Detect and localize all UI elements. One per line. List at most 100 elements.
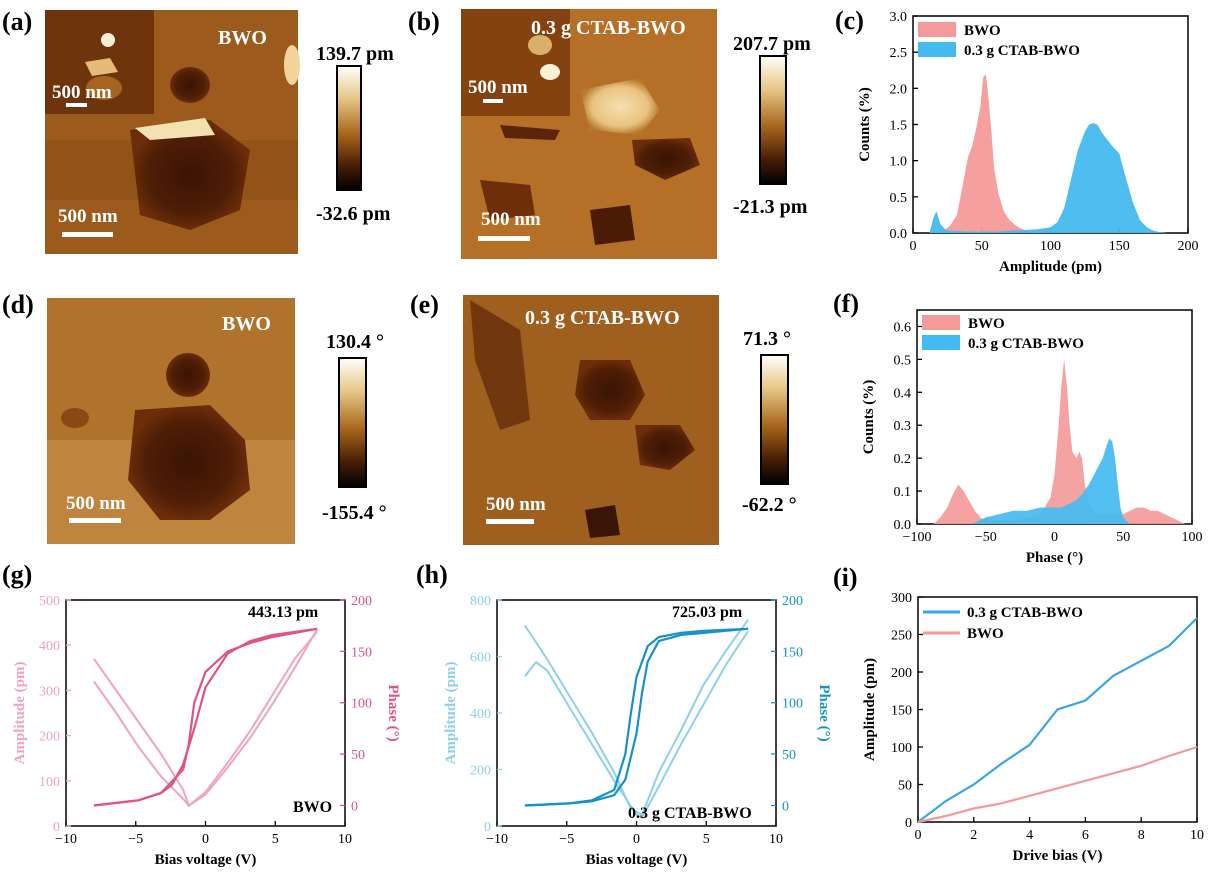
panel-label: (g)	[2, 560, 32, 589]
amplitude-loop-line	[524, 619, 749, 817]
cbar-min-e: -62.2 °	[742, 494, 797, 516]
colorbar-e	[760, 354, 789, 485]
afm-title-e: 0.3 g CTAB-BWO	[525, 307, 680, 329]
scalebar-a	[62, 232, 113, 237]
y-axis-title: Counts (%)	[861, 380, 877, 455]
panel-label: (c)	[835, 6, 864, 35]
y-axis-title: Amplitude (pm)	[862, 658, 878, 761]
x-tick-label: 100	[1040, 239, 1061, 254]
y2-tick-label: 150	[782, 645, 803, 660]
afm-title-d: BWO	[222, 313, 271, 335]
y2-tick-label: 0	[351, 799, 358, 814]
y2-tick-label: 200	[782, 594, 803, 609]
x-axis-title: Drive bias (V)	[1013, 848, 1103, 864]
phase-loop-line-down	[93, 627, 318, 807]
y-tick-label: 1.5	[890, 119, 908, 134]
amplitude-loop-line-2	[524, 630, 749, 819]
y-tick-label: 1.0	[890, 155, 908, 170]
x-tick-label: 2	[970, 828, 977, 843]
x-tick-label: −10	[486, 832, 508, 847]
x-tick-label: 50	[1116, 530, 1130, 545]
panel-label-d: (d)	[2, 290, 34, 319]
x-tick-label: 200	[1178, 239, 1199, 254]
y-axis-title: Amplitude (pm)	[443, 662, 459, 765]
histogram-area-0	[933, 359, 1186, 524]
x-axis-title: Amplitude (pm)	[999, 259, 1102, 275]
y-tick-label: 200	[891, 666, 912, 681]
x-tick-label: 0	[915, 828, 922, 843]
y2-tick-label: 100	[782, 697, 803, 712]
y2-tick-label: 0	[782, 799, 789, 814]
scalebar-label-e: 500 nm	[486, 494, 546, 515]
y-tick-label: 250	[891, 629, 912, 644]
x-tick-label: −5	[559, 832, 574, 847]
y-tick-label: 300	[891, 591, 912, 606]
y-tick-label: 0.3	[894, 419, 912, 434]
cbar-min-d: -155.4 °	[322, 502, 387, 524]
amplitude-loop-line	[93, 628, 318, 808]
x-tick-label: −100	[903, 530, 932, 545]
y-tick-label: 150	[891, 704, 912, 719]
scalebar-label-a: 500 nm	[58, 206, 118, 227]
y-tick-label: 0.1	[894, 485, 912, 500]
cbar-min-a: -32.6 pm	[316, 203, 391, 225]
panel-label: (i)	[833, 563, 858, 592]
afm-panel-d: (d) BWO 500 nm 130.4 ° -155.4 °	[2, 290, 387, 544]
y2-tick-label: 100	[351, 697, 372, 712]
y-tick-label: 300	[39, 684, 60, 699]
chart-amplitude-histogram: 0 50 100 150 200 0.0 0.5 1.0 1.5 2.0 2.5 3.0 Amplitu…	[835, 6, 1199, 275]
phase-loop-line-down	[524, 627, 749, 807]
x-tick-label: −10	[55, 832, 77, 847]
legend-swatch	[918, 22, 956, 37]
y-tick-label: 200	[470, 764, 491, 779]
y-tick-label: 400	[470, 707, 491, 722]
cbar-max-b: 207.7 pm	[733, 33, 811, 55]
y2-axis-title: Phase (°)	[385, 684, 401, 741]
y2-tick-label: 50	[782, 748, 796, 763]
phase-loop-line-up	[93, 627, 318, 807]
colorbar-a	[336, 65, 362, 191]
panel-label: (h)	[416, 560, 448, 589]
legend-label: 0.3 g CTAB-BWO	[967, 605, 1083, 621]
plot-frame	[496, 599, 777, 827]
y-tick-label: 2.0	[890, 82, 908, 97]
x-tick-label: −5	[128, 832, 143, 847]
scalebar-label-b: 500 nm	[481, 209, 541, 230]
x-tick-label: 0	[910, 239, 917, 254]
y-tick-label: 0	[905, 816, 912, 831]
panel-label-b: (b)	[408, 7, 440, 36]
inset-scalebar-label-b: 500 nm	[468, 77, 528, 98]
inset-scalebar-a	[66, 103, 87, 107]
legend-swatch	[918, 42, 956, 57]
legend-swatch	[922, 335, 960, 350]
y-tick-label: 0.0	[890, 227, 908, 242]
scalebar-b	[478, 236, 530, 241]
y-tick-label: 0.5	[894, 353, 912, 368]
amplitude-loop-line-2	[93, 630, 318, 808]
x-tick-label: 4	[1026, 828, 1033, 843]
y-tick-label: 0.0	[894, 518, 912, 533]
cbar-max-d: 130.4 °	[326, 331, 384, 353]
histogram-area-1	[929, 123, 1168, 233]
y-tick-label: 50	[898, 779, 912, 794]
y-tick-label: 2.5	[890, 46, 908, 61]
y-tick-label: 400	[39, 639, 60, 654]
x-tick-label: 100	[1182, 530, 1203, 545]
phase-loop-line-up	[524, 627, 749, 807]
afm-title-b: 0.3 g CTAB-BWO	[531, 17, 686, 39]
y-tick-label: 500	[39, 594, 60, 609]
x-tick-label: 8	[1138, 828, 1145, 843]
y2-tick-label: 200	[351, 594, 372, 609]
y-tick-label: 3.0	[890, 10, 908, 25]
x-tick-label: 50	[975, 239, 989, 254]
x-tick-label: 10	[769, 832, 783, 847]
legend-label: BWO	[964, 23, 1001, 39]
x-tick-label: 0	[202, 832, 209, 847]
afm-title-a: BWO	[218, 27, 267, 49]
afm-panel-e: (e) 0.3 g CTAB-BWO 500 nm 71.3 ° -62.2 °	[410, 290, 797, 545]
x-tick-label: 5	[272, 832, 279, 847]
y-tick-label: 0.5	[890, 191, 908, 206]
x-axis-title: Phase (°)	[1026, 550, 1083, 566]
y-tick-label: 100	[39, 775, 60, 790]
y-tick-label: 200	[39, 730, 60, 745]
